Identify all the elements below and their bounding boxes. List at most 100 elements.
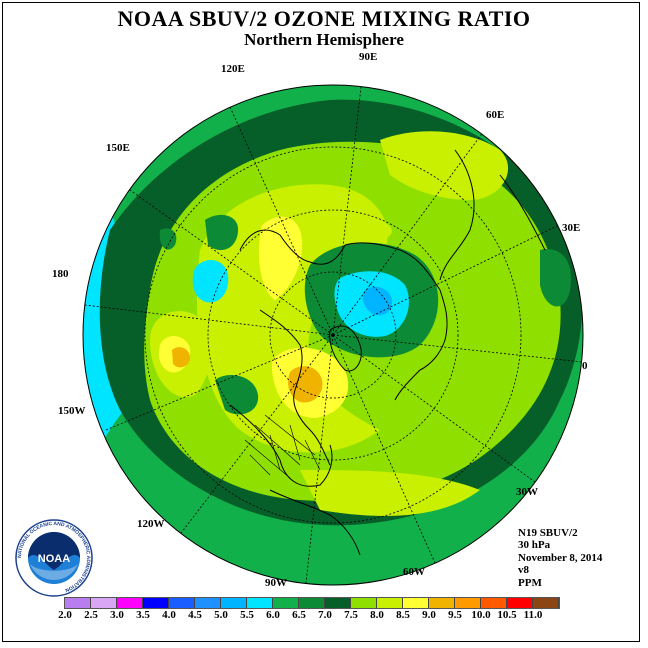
band-5-5-6-0-pacific [192,259,229,303]
coastline-namerica [229,404,333,487]
info-instrument: N19 SBUV/2 [518,527,578,539]
coastline-siberia [239,229,346,265]
colorbar-swatch [247,598,273,608]
colorbar-tick-label: 9.5 [448,609,462,621]
lon-label-90w: 90W [265,577,287,589]
band-9-0-9-5-pacific [172,347,190,368]
meridian-180 [84,304,334,336]
meridian-150e [129,189,334,336]
colorbar [64,597,560,609]
colorbar-swatch [221,598,247,608]
colorbar-tick-label: 2.5 [84,609,98,621]
latitude-circle-50n [207,209,459,461]
colorbar-tick-label: 4.0 [162,609,176,621]
colorbar-tick-label: 6.0 [266,609,280,621]
meridian-90e [332,86,362,336]
meridian-150w [105,334,334,431]
noaa-logo: NATIONAL OCEANIC AND ATMOSPHERIC ADMINIS… [15,519,93,597]
info-date: November 8, 2014 [518,551,603,564]
info-level: 30 hPa [518,539,551,552]
meridian-120w [180,334,334,534]
map-outline [82,84,584,586]
latitude-circle-30n [144,146,522,524]
colorbar-tick-label: 6.5 [292,609,306,621]
info-version: v8 [518,564,529,577]
state-borders [244,414,321,479]
colorbar-tick-label: 7.0 [318,609,332,621]
lon-label-0: 0 [582,360,588,372]
lon-label-180: 180 [52,268,69,280]
band-8-5-9-0-arctic [258,216,303,300]
wave-icon [30,564,78,580]
page-subtitle: Northern Hemisphere [244,30,404,49]
band-6-5-7-0-patch-b [215,375,259,415]
colorbar-swatch [455,598,481,608]
colorbar-swatch [91,598,117,608]
band-6-5-7-0-patch-a [205,214,239,251]
band-8-0-8-5-south [300,470,480,516]
meridian-120e [229,106,334,336]
colorbar-swatch [143,598,169,608]
bird-icon [28,532,80,570]
colorbar-swatch [429,598,455,608]
lon-label-30e: 30E [562,222,581,234]
coastline-europe [394,339,446,401]
colorbar-tick-label: 11.0 [523,609,543,621]
info-units: PPM [518,576,542,589]
ozone-field [83,85,583,585]
lon-label-30w: 30W [516,486,538,498]
meridians [84,86,583,584]
coastline-russia [344,242,448,341]
colorbar-tick-label: 3.0 [110,609,124,621]
colorbar-swatch [403,598,429,608]
colorbar-swatch [325,598,351,608]
band-5-0-5-5-low [362,286,393,316]
page-title: NOAA SBUV/2 OZONE MIXING RATIO [117,6,531,31]
lon-label-60e: 60E [486,109,505,121]
logo-text: NOAA [38,553,70,565]
lon-label-150w: 150W [58,405,86,417]
colorbar-swatch [65,598,91,608]
lon-label-120w: 120W [137,518,165,530]
coastline-canada [259,309,331,466]
lon-label-90e: 90E [359,51,378,63]
coastline-asia [439,149,475,281]
coastline-central-america [269,489,361,556]
colorbar-tick-label: 8.5 [396,609,410,621]
meridian-30w [332,334,536,483]
lon-label-60w: 60W [403,566,425,578]
band-9-0-9-5-namerica [288,366,323,403]
colorbar-tick-label: 10.5 [497,609,517,621]
meridian-30e [332,225,558,336]
colorbar-tick-label: 3.5 [136,609,150,621]
colorbar-swatch [533,598,559,608]
latitude-circle-70n [269,271,397,399]
colorbar-tick-label: 8.0 [370,609,384,621]
meridian-0 [332,334,583,363]
coastline-india [499,174,546,251]
band-8-0-8-5-small [365,221,392,240]
band-8-0-8-5-north [380,131,509,200]
colorbar-tick-label: 5.0 [214,609,228,621]
lon-label-120e: 120E [221,63,245,75]
colorbar-swatch [481,598,507,608]
colorbar-tick-label: 9.0 [422,609,436,621]
colorbar-swatch [273,598,299,608]
state-lines [244,414,321,479]
colorbar-tick-label: 5.5 [240,609,254,621]
latitude-circles [144,146,522,524]
band-6-5-7-0-east [540,249,571,307]
colorbar-swatch [299,598,325,608]
band-6-5-7-0-patch-c [159,228,177,250]
colorbar-tick-label: 10.0 [471,609,491,621]
colorbar-swatch [377,598,403,608]
meridian-60w [332,334,436,564]
colorbar-swatch [169,598,195,608]
colorbar-tick-label: 7.5 [344,609,358,621]
lon-label-150e: 150E [106,142,130,154]
colorbar-tick-label: 4.5 [188,609,202,621]
coastline-greenland [329,325,362,372]
info-block: N19 SBUV/2 30 hPa November 8, 2014 v8 PP… [518,527,602,589]
